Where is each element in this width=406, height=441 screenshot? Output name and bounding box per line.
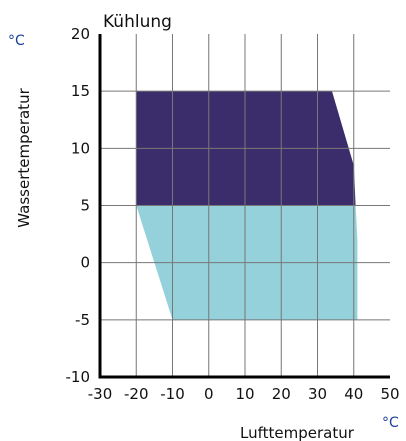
- x-tick-label: 20: [272, 385, 291, 403]
- x-tick-label: 0: [204, 385, 214, 403]
- x-tick-label: 40: [344, 385, 363, 403]
- x-tick-label: -10: [160, 385, 185, 403]
- x-tick-label: -20: [124, 385, 149, 403]
- x-tick-label: -30: [88, 385, 113, 403]
- x-tick-label: 30: [308, 385, 327, 403]
- x-axis-label: Lufttemperatur: [240, 424, 355, 441]
- grid-layer: [100, 34, 390, 377]
- chart-title: Kühlung: [103, 12, 172, 32]
- y-tick-label: 10: [71, 139, 90, 157]
- y-tick-label: 0: [80, 254, 90, 272]
- axes-layer: [98, 34, 390, 379]
- y-tick-label: 15: [71, 82, 90, 100]
- x-unit-label: °C: [382, 415, 399, 431]
- y-tick-label: -10: [66, 368, 91, 386]
- x-tick-label: 50: [380, 385, 399, 403]
- y-tick-label: -5: [75, 311, 90, 329]
- y-tick-label: 5: [80, 197, 90, 215]
- y-axis-label: Wassertemperatur: [15, 87, 33, 227]
- y-unit-label: °C: [8, 33, 25, 49]
- y-tick-label: 20: [71, 25, 90, 43]
- x-tick-label: 10: [235, 385, 254, 403]
